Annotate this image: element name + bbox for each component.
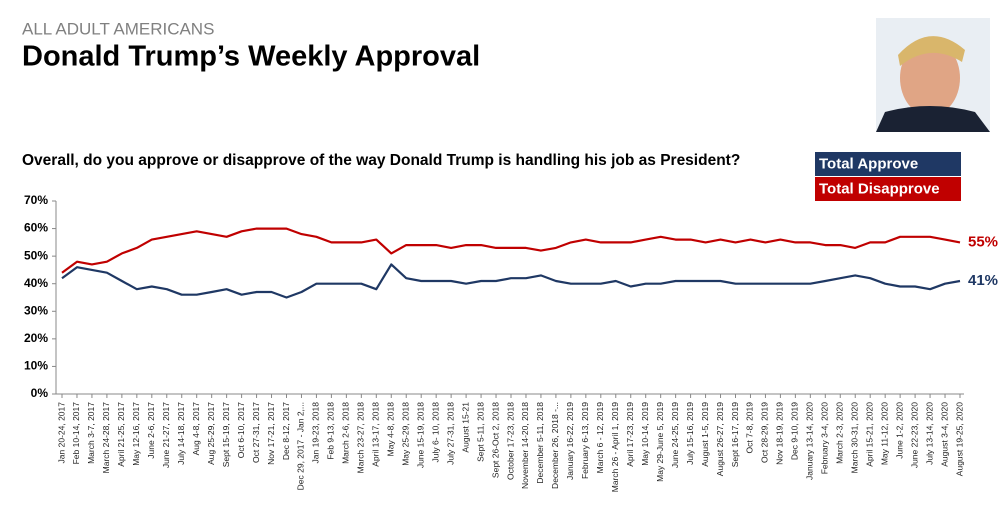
x-tick-label: May 11-12, 2020	[879, 402, 889, 465]
subtitle: Overall, do you approve or disapprove of…	[22, 152, 740, 169]
x-tick-label: August 19-25, 2020	[954, 402, 964, 476]
x-tick-label: August 26-27, 2019	[715, 402, 725, 476]
x-tick-label: June 1-2, 2020	[894, 402, 904, 459]
x-tick-label: March 2-3, 2020	[835, 402, 845, 464]
x-tick-label: November 14-20, 2018	[520, 402, 530, 489]
x-tick-label: December 26, 2018 -...	[550, 402, 560, 489]
x-tick-label: Dec 9-10, 2019	[790, 402, 800, 460]
x-tick-label: Oct 6-10, 2017	[236, 402, 246, 459]
series-line	[61, 227, 961, 274]
y-tick-label: 70%	[24, 193, 48, 207]
x-tick-label: December 5-11, 2018	[535, 402, 545, 484]
y-tick-label: 10%	[24, 359, 48, 373]
x-tick-label: April 17-23, 2019	[625, 402, 635, 467]
x-tick-label: March 6 - 12, 2019	[595, 402, 605, 474]
x-tick-label: June 2-6, 2017	[146, 402, 156, 459]
x-tick-label: Sept 16-17, 2019	[730, 402, 740, 467]
x-tick-label: Sept 15-19, 2017	[221, 402, 231, 467]
chart-title: Donald Trump’s Weekly Approval	[22, 41, 480, 73]
x-tick-label: February 3-4, 2020	[820, 402, 830, 475]
x-tick-label: March 3-7, 2017	[86, 402, 96, 464]
x-tick-label: March 26 - April 1, 2019	[610, 402, 620, 493]
legend-label: Total Disapprove	[819, 180, 940, 197]
x-tick-label: May 12-16, 2017	[131, 402, 141, 466]
photo-suit	[876, 106, 990, 132]
x-tick-label: April 21-25, 2017	[116, 402, 126, 467]
y-tick-label: 20%	[24, 331, 48, 345]
x-tick-label: May 25-29, 2018	[400, 402, 410, 466]
y-tick-label: 30%	[24, 303, 48, 317]
x-tick-label: March 23-27, 2018	[356, 402, 366, 474]
kicker: ALL ADULT AMERICANS	[22, 19, 214, 38]
x-tick-label: June 15-19, 2018	[415, 402, 425, 468]
x-tick-label: June 21-27, 2017	[161, 402, 171, 468]
x-tick-label: Oct 28-29, 2019	[760, 402, 770, 463]
x-tick-label: Feb 10-14, 2017	[71, 402, 81, 465]
x-tick-label: January 13-14, 2020	[805, 402, 815, 480]
series-line	[61, 263, 961, 299]
x-tick-label: March 30-31, 2020	[849, 402, 859, 474]
x-tick-label: Aug 4-8, 2017	[191, 402, 201, 456]
x-tick-label: June 22-23, 2020	[909, 402, 919, 468]
y-tick-label: 60%	[24, 221, 48, 235]
x-tick-label: Feb 9-13, 2018	[326, 402, 336, 460]
x-tick-label: May 4-8, 2018	[386, 402, 396, 457]
y-tick-label: 0%	[31, 386, 49, 400]
x-tick-label: October 17-23, 2018	[505, 402, 515, 480]
x-tick-label: Sept 26-Oct 2, 2018	[490, 402, 500, 478]
value-label: 41%	[968, 272, 998, 289]
x-tick-label: July 27-31, 2018	[445, 402, 455, 465]
legend-swatch	[815, 177, 961, 201]
value-label: 55%	[968, 233, 998, 250]
x-tick-label: August 1-5, 2019	[700, 402, 710, 467]
x-tick-label: Aug 25-29, 2017	[206, 402, 216, 465]
x-tick-label: June 24-25, 2019	[670, 402, 680, 468]
legend-label: Total Approve	[819, 155, 918, 172]
x-tick-label: Dec 8-12, 2017	[281, 402, 291, 460]
x-tick-label: May 29-June 5, 2019	[655, 402, 665, 482]
x-tick-label: Sept 5-11, 2018	[475, 402, 485, 462]
x-tick-label: August 15-21	[460, 402, 470, 453]
x-tick-label: July 6- 10, 2018	[430, 402, 440, 463]
x-tick-label: April 13-17, 2018	[371, 402, 381, 467]
x-tick-label: July 13-14, 2020	[924, 402, 934, 465]
x-tick-label: January 16-22, 2019	[565, 402, 575, 480]
x-tick-label: July 15-16, 2019	[685, 402, 695, 465]
x-tick-label: Nov 18-19, 2019	[775, 402, 785, 465]
x-tick-label: Oct 27-31, 2017	[251, 402, 261, 463]
x-tick-label: August 3-4, 2020	[939, 402, 949, 467]
x-tick-label: April 15-21, 2020	[864, 402, 874, 467]
x-tick-label: Jan 19-23, 2018	[311, 402, 321, 464]
x-tick-label: Dec 29, 2017 - Jan 2,...	[296, 402, 306, 490]
portrait	[876, 18, 990, 132]
x-tick-label: May 10-14, 2019	[640, 402, 650, 466]
legend-swatch	[815, 152, 961, 176]
x-tick-label: July 14-18, 2017	[176, 402, 186, 465]
photo-face	[900, 40, 960, 116]
x-tick-label: Jan 20-24, 2017	[56, 402, 66, 464]
x-tick-label: February 6-13, 2019	[580, 402, 590, 479]
y-tick-label: 40%	[24, 276, 48, 290]
x-tick-label: Oct 7-8, 2019	[745, 402, 755, 454]
y-tick-label: 50%	[24, 248, 48, 262]
photo-hair	[898, 36, 965, 66]
x-tick-label: March 24-28, 2017	[101, 402, 111, 474]
x-tick-label: March 2-6, 2018	[341, 402, 351, 464]
x-tick-label: Nov 17-21, 2017	[266, 402, 276, 465]
